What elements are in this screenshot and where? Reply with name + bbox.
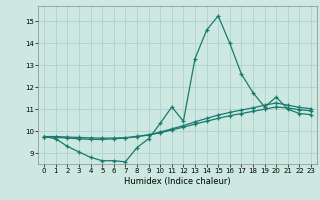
X-axis label: Humidex (Indice chaleur): Humidex (Indice chaleur) [124, 177, 231, 186]
